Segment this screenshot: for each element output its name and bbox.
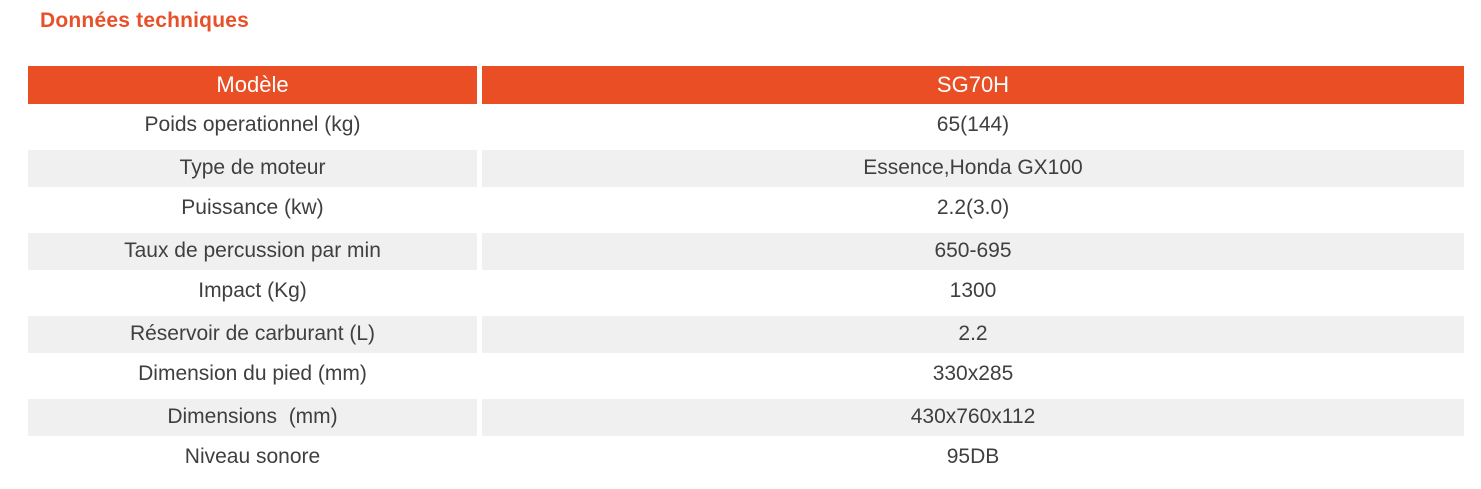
table-row: Niveau sonore 95DB bbox=[28, 436, 1464, 478]
spec-label: Dimension du pied (mm) bbox=[28, 353, 477, 395]
header-model-label: Modèle bbox=[28, 66, 477, 104]
spec-value: Essence,Honda GX100 bbox=[477, 145, 1464, 187]
spec-label: Impact (Kg) bbox=[28, 270, 477, 312]
spec-value: 2.2 bbox=[477, 311, 1464, 353]
header-model-value: SG70H bbox=[477, 66, 1464, 104]
spec-value: 2.2(3.0) bbox=[477, 187, 1464, 229]
table-row: Dimension du pied (mm) 330x285 bbox=[28, 353, 1464, 395]
spec-label: Réservoir de carburant (L) bbox=[28, 311, 477, 353]
spec-table: Modèle SG70H Poids operationnel (kg) 65(… bbox=[28, 66, 1464, 478]
spec-value: 330x285 bbox=[477, 353, 1464, 395]
table-row: Dimensions (mm) 430x760x112 bbox=[28, 394, 1464, 436]
table-row: Impact (Kg) 1300 bbox=[28, 270, 1464, 312]
table-row: Taux de percussion par min 650-695 bbox=[28, 228, 1464, 270]
spec-label: Niveau sonore bbox=[28, 436, 477, 478]
table-header-row: Modèle SG70H bbox=[28, 66, 1464, 104]
spec-value: 95DB bbox=[477, 436, 1464, 478]
spec-label: Taux de percussion par min bbox=[28, 228, 477, 270]
table-row: Poids operationnel (kg) 65(144) bbox=[28, 104, 1464, 146]
spec-value: 650-695 bbox=[477, 228, 1464, 270]
table-row: Type de moteur Essence,Honda GX100 bbox=[28, 145, 1464, 187]
spec-value: 65(144) bbox=[477, 104, 1464, 146]
spec-label: Type de moteur bbox=[28, 145, 477, 187]
spec-value: 430x760x112 bbox=[477, 394, 1464, 436]
table-row: Réservoir de carburant (L) 2.2 bbox=[28, 311, 1464, 353]
spec-value: 1300 bbox=[477, 270, 1464, 312]
spec-label: Puissance (kw) bbox=[28, 187, 477, 229]
section-title: Données techniques bbox=[40, 9, 249, 32]
spec-label: Poids operationnel (kg) bbox=[28, 104, 477, 146]
table-row: Puissance (kw) 2.2(3.0) bbox=[28, 187, 1464, 229]
spec-label: Dimensions (mm) bbox=[28, 394, 477, 436]
